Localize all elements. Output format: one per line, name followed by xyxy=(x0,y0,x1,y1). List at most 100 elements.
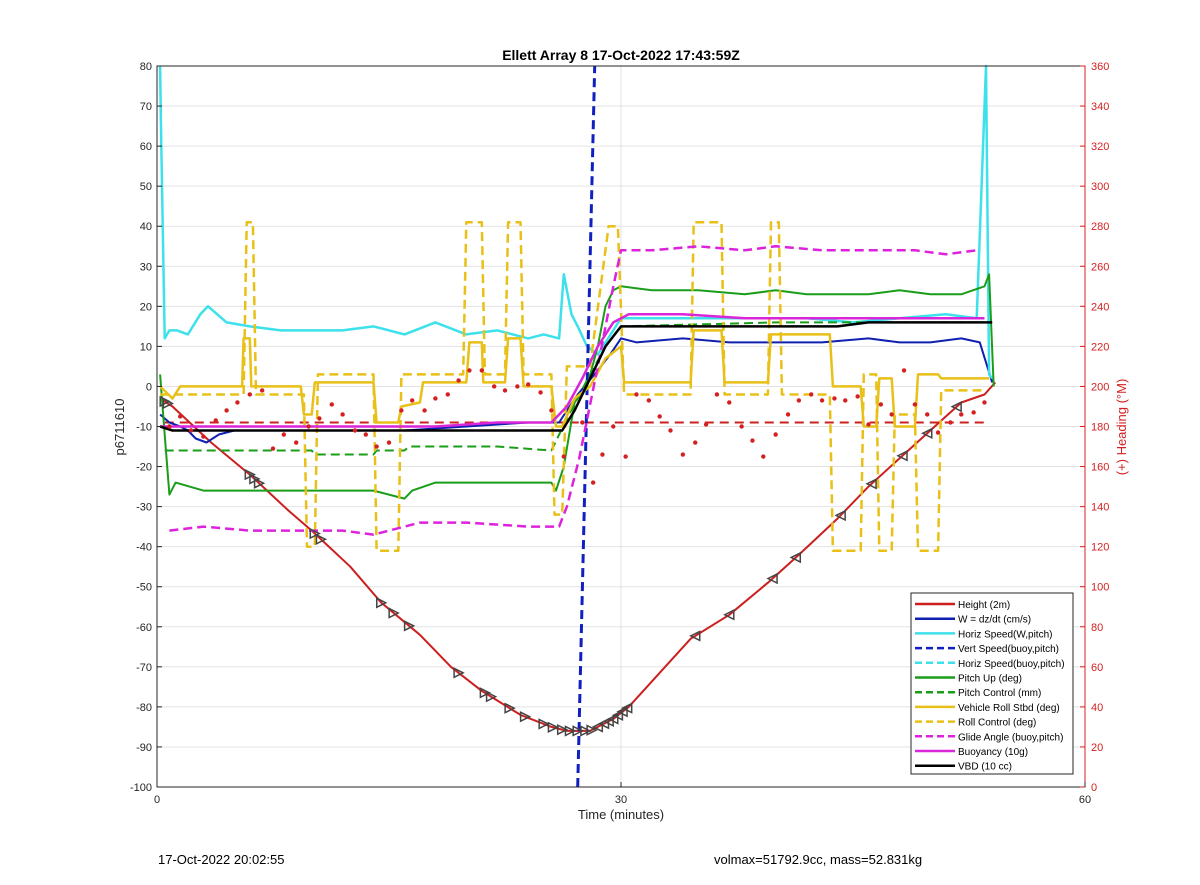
legend: Height (2m) W = dz/dt (cm/s) Horiz Speed(W… xyxy=(910,592,1074,775)
heading-point xyxy=(580,420,585,425)
y-tick-label: -90 xyxy=(136,742,152,754)
y-tick-label: 60 xyxy=(140,141,152,153)
dive-marker xyxy=(485,690,498,703)
heading-point xyxy=(901,368,907,373)
heading-point xyxy=(796,398,802,403)
heading-point xyxy=(693,440,698,445)
footer-volmax-mass: volmax=51792.9cc, mass=52.831kg xyxy=(714,852,923,867)
legend-label: Height (2m) xyxy=(958,600,1010,611)
dive-marker xyxy=(253,477,266,489)
heading-point xyxy=(714,392,720,397)
heading-point xyxy=(386,440,392,445)
dive-marker xyxy=(572,725,584,737)
heading-point xyxy=(819,398,825,403)
heading-point xyxy=(399,408,404,413)
y-right-tick-label: 360 xyxy=(1091,61,1109,73)
y-tick-label: 10 xyxy=(140,341,152,353)
heading-point xyxy=(294,440,299,445)
y-tick-label: 20 xyxy=(140,301,152,313)
y-tick-label: -80 xyxy=(136,702,152,714)
heading-point xyxy=(668,428,673,433)
y-tick-label: 50 xyxy=(140,181,152,193)
heading-point xyxy=(561,454,566,459)
legend-label: Horiz Speed(W,pitch) xyxy=(958,629,1052,640)
heading-point xyxy=(491,384,497,389)
y-right-tick-label: 100 xyxy=(1091,582,1109,594)
dive-marker xyxy=(453,667,465,679)
dive-marker xyxy=(556,724,569,736)
y-right-tick-label: 280 xyxy=(1091,221,1109,233)
heading-point xyxy=(590,480,596,485)
legend-label: Horiz Speed(buoy,pitch) xyxy=(958,659,1065,670)
series-glide-angle-buoy-pitch xyxy=(169,245,977,536)
y-tick-label: -50 xyxy=(136,582,152,594)
heading-point xyxy=(750,438,755,443)
heading-point xyxy=(809,392,814,397)
heading-point xyxy=(410,398,415,403)
heading-point xyxy=(843,398,848,403)
heading-point xyxy=(832,396,837,401)
heading-point xyxy=(739,424,744,429)
dive-marker xyxy=(388,607,400,619)
dive-marker xyxy=(586,724,598,736)
heading-point xyxy=(703,422,709,427)
heading-point xyxy=(866,422,871,427)
y-axis-label: p6711610 xyxy=(112,399,127,456)
heading-point xyxy=(773,432,778,437)
dive-marker xyxy=(896,450,908,462)
heading-point xyxy=(259,388,265,393)
y-tick-label: -10 xyxy=(136,422,152,434)
chart-title: Ellett Array 8 17-Oct-2022 17:43:59Z xyxy=(502,47,740,63)
y-tick-label: -100 xyxy=(130,782,152,794)
heading-point xyxy=(306,424,311,429)
legend-label: Roll Control (deg) xyxy=(958,718,1036,729)
legend-label: W = dz/dt (cm/s) xyxy=(958,615,1031,626)
x-tick-label: 60 xyxy=(1079,794,1091,806)
y-right-tick-label: 80 xyxy=(1091,622,1103,634)
series-layer xyxy=(158,64,997,788)
heading-point xyxy=(281,432,287,437)
heading-point xyxy=(982,400,987,405)
heading-point xyxy=(317,416,322,421)
y-right-tick-label: 300 xyxy=(1091,181,1109,193)
series-roll-control-deg xyxy=(160,220,985,552)
y-right-tick-label: 320 xyxy=(1091,141,1109,153)
heading-point xyxy=(352,428,358,433)
heading-point xyxy=(878,402,884,407)
series-vert-speed-buoy-pitch xyxy=(576,65,597,788)
footer-timestamp: 17-Oct-2022 20:02:55 xyxy=(158,852,285,867)
heading-point xyxy=(623,454,628,459)
heading-point xyxy=(761,454,766,459)
heading-point xyxy=(167,424,172,429)
legend-label: Vehicle Roll Stbd (deg) xyxy=(958,703,1060,714)
heading-point xyxy=(515,384,520,389)
heading-point xyxy=(646,398,652,403)
heading-point xyxy=(959,412,964,417)
heading-point xyxy=(188,428,194,433)
dive-marker xyxy=(766,572,778,585)
heading-point xyxy=(971,410,976,415)
dive-marker xyxy=(921,427,933,440)
x-tick-label: 0 xyxy=(154,794,160,806)
y-right-tick-label: 200 xyxy=(1091,381,1109,393)
heading-point xyxy=(445,392,450,397)
y-right-tick-label: 120 xyxy=(1091,542,1109,554)
series-buoyancy-10g xyxy=(160,313,985,428)
heading-point xyxy=(727,400,732,405)
heading-point xyxy=(785,412,791,417)
heading-point xyxy=(467,368,472,373)
y-right-tick-label: 140 xyxy=(1091,502,1109,514)
series-vbd-10-cc xyxy=(159,321,993,432)
series-pitch-control-mm xyxy=(164,321,985,456)
heading-point xyxy=(479,368,484,373)
heading-point xyxy=(912,402,918,407)
dive-marker xyxy=(309,527,321,540)
y-tick-label: -20 xyxy=(136,462,152,474)
heading-point xyxy=(201,434,206,439)
heading-point xyxy=(935,430,941,435)
heading-point xyxy=(270,446,276,451)
legend-label: Pitch Up (deg) xyxy=(958,674,1022,685)
heading-point xyxy=(855,394,860,399)
heading-point xyxy=(538,390,543,395)
